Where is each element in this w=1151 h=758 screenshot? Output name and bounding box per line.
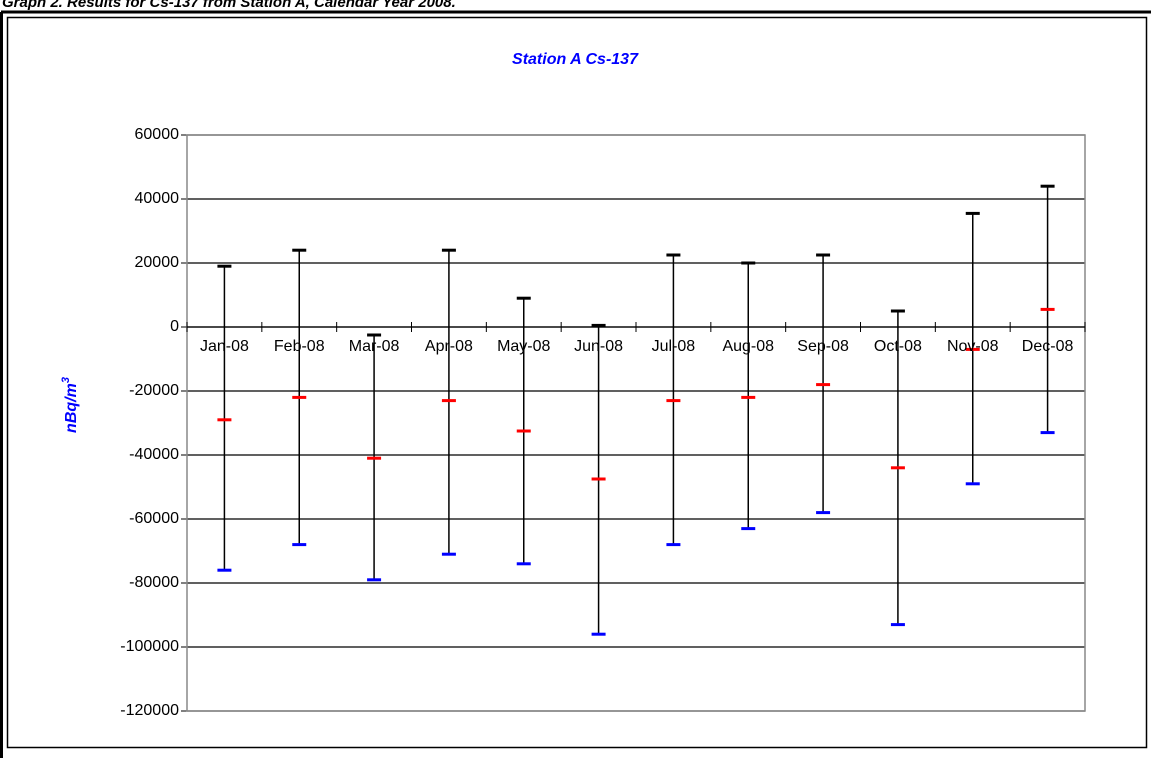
- y-label-sup: 3: [60, 377, 72, 383]
- y-tick-label: 0: [170, 318, 179, 335]
- y-axis-label: nBq/m3: [60, 377, 80, 433]
- y-tick-label: -40000: [129, 446, 179, 463]
- plot-border: [186, 134, 1086, 712]
- x-tick-label: Aug-08: [722, 338, 774, 355]
- y-tick-label: -20000: [129, 382, 179, 399]
- x-tick-label: Nov-08: [947, 338, 999, 355]
- x-tick-label: Feb-08: [274, 338, 325, 355]
- y-tick-label: -120000: [120, 702, 179, 719]
- x-tick-label: Mar-08: [349, 338, 400, 355]
- x-tick-label: Jan-08: [200, 338, 249, 355]
- y-tick-label: 40000: [135, 190, 180, 207]
- y-label-text: nBq/m: [63, 383, 80, 433]
- y-tick-label: 60000: [135, 126, 180, 143]
- x-tick-label: May-08: [497, 338, 550, 355]
- x-tick-label: Dec-08: [1022, 338, 1074, 355]
- x-tick-label: Apr-08: [425, 338, 473, 355]
- x-tick-label: Oct-08: [874, 338, 922, 355]
- x-tick-label: Jul-08: [652, 338, 696, 355]
- y-tick-label: 20000: [135, 254, 180, 271]
- y-tick-label: -80000: [129, 574, 179, 591]
- chart-title: Station A Cs-137: [512, 51, 639, 68]
- caption: Graph 2. Results for Cs-137 from Station…: [2, 0, 456, 11]
- x-tick-label: Jun-08: [574, 338, 623, 355]
- y-tick-label: -100000: [120, 638, 179, 655]
- chart-area: [6, 16, 1148, 749]
- x-tick-label: Sep-08: [797, 338, 849, 355]
- y-tick-label: -60000: [129, 510, 179, 527]
